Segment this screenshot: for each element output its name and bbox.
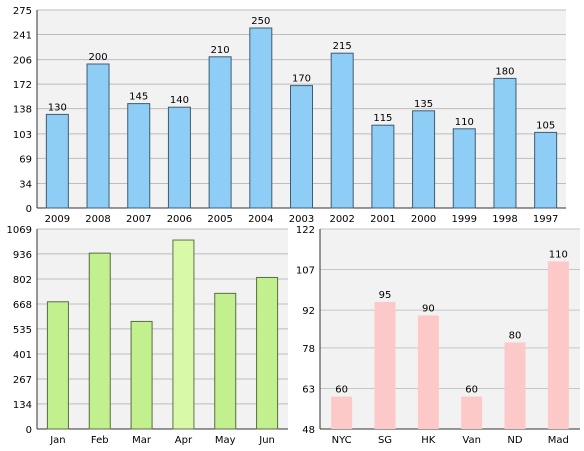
x-tick-label: 2008 bbox=[85, 214, 110, 225]
data-label: 140 bbox=[170, 95, 189, 106]
data-label: 110 bbox=[455, 117, 474, 128]
x-tick-label: 2009 bbox=[45, 214, 70, 225]
bar bbox=[504, 342, 526, 429]
y-tick-label: 275 bbox=[13, 6, 32, 17]
y-tick-label: 668 bbox=[13, 300, 32, 311]
data-label: 105 bbox=[536, 120, 555, 131]
bar bbox=[256, 276, 279, 430]
data-label: 110 bbox=[549, 249, 568, 260]
data-label: 115 bbox=[373, 113, 392, 124]
data-label: 145 bbox=[129, 92, 148, 103]
x-tick-label: 2005 bbox=[207, 214, 232, 225]
y-tick-label: 78 bbox=[302, 344, 315, 355]
bar bbox=[371, 124, 395, 209]
y-tick-label: 535 bbox=[13, 325, 32, 336]
bar bbox=[452, 128, 476, 209]
bar bbox=[493, 77, 517, 209]
x-tick-label: May bbox=[215, 435, 236, 446]
x-tick-label: HK bbox=[421, 435, 436, 446]
x-tick-label: 2000 bbox=[411, 214, 436, 225]
x-tick-label: ND bbox=[507, 435, 522, 446]
plot-area bbox=[320, 229, 580, 429]
y-tick-label: 69 bbox=[19, 154, 32, 165]
y-tick-label: 34 bbox=[19, 180, 32, 191]
x-tick-label: NYC bbox=[332, 435, 352, 446]
bar bbox=[88, 252, 111, 430]
x-tick-label: 1998 bbox=[492, 214, 517, 225]
y-tick-label: 134 bbox=[13, 400, 32, 411]
x-tick-label: 1999 bbox=[452, 214, 477, 225]
bar bbox=[172, 239, 195, 430]
bar bbox=[547, 261, 569, 429]
bar bbox=[214, 292, 237, 430]
chart-cities: 48 63 78 92 107 122 NYC 60 SG 95 HK 90 Van 60 ND 80 Mad 1… bbox=[296, 225, 580, 446]
x-tick-label: 2003 bbox=[289, 214, 314, 225]
bar bbox=[249, 27, 273, 209]
y-tick-label: 936 bbox=[13, 250, 32, 261]
bar bbox=[86, 63, 110, 209]
bar bbox=[417, 315, 439, 429]
bar bbox=[331, 396, 353, 429]
y-tick-label: 122 bbox=[296, 225, 315, 236]
y-tick-label: 241 bbox=[13, 30, 32, 41]
bar bbox=[461, 396, 483, 429]
x-tick-label: Jan bbox=[49, 435, 65, 446]
data-label: 180 bbox=[495, 66, 514, 77]
data-label: 130 bbox=[48, 102, 67, 113]
bar bbox=[127, 103, 151, 209]
chart-months: 0 134 267 401 535 668 802 936 1069 Jan Feb Mar Apr Ma… bbox=[7, 225, 288, 446]
y-tick-label: 0 bbox=[26, 204, 32, 215]
y-tick-label: 48 bbox=[302, 425, 315, 436]
x-tick-label: Jun bbox=[258, 435, 275, 446]
bar bbox=[45, 113, 69, 209]
y-tick-label: 0 bbox=[26, 425, 32, 436]
y-tick-label: 63 bbox=[302, 384, 315, 395]
x-tick-label: 2006 bbox=[167, 214, 192, 225]
y-tick-label: 103 bbox=[13, 130, 32, 141]
x-tick-label: 1997 bbox=[533, 214, 558, 225]
bar bbox=[290, 85, 313, 209]
y-tick-label: 107 bbox=[296, 266, 315, 277]
bar bbox=[412, 110, 436, 209]
x-tick-label: Mad bbox=[548, 435, 569, 446]
data-label: 135 bbox=[414, 99, 433, 110]
x-tick-label: Feb bbox=[91, 435, 109, 446]
y-tick-label: 172 bbox=[13, 80, 32, 91]
data-label: 60 bbox=[335, 385, 348, 396]
y-tick-label: 1069 bbox=[7, 225, 32, 236]
x-tick-label: SG bbox=[378, 435, 392, 446]
chart-years: 0 34 69 103 138 172 206 241 275 2009 130 2008 200 200… bbox=[13, 6, 566, 225]
x-tick-label: 2002 bbox=[329, 214, 354, 225]
data-label: 200 bbox=[88, 52, 107, 63]
data-label: 250 bbox=[251, 16, 270, 27]
bar bbox=[130, 320, 153, 430]
data-label: 95 bbox=[379, 290, 392, 301]
x-tick-label: 2007 bbox=[126, 214, 151, 225]
y-tick-label: 138 bbox=[13, 105, 32, 116]
data-label: 80 bbox=[509, 331, 522, 342]
data-label: 60 bbox=[465, 385, 478, 396]
data-label: 215 bbox=[333, 41, 352, 52]
bar bbox=[167, 106, 191, 209]
y-tick-label: 267 bbox=[13, 375, 32, 386]
data-label: 170 bbox=[292, 74, 311, 85]
bar bbox=[534, 131, 558, 209]
x-tick-label: Van bbox=[462, 435, 481, 446]
y-tick-label: 92 bbox=[302, 306, 315, 317]
x-tick-label: 2001 bbox=[370, 214, 395, 225]
y-tick-label: 401 bbox=[13, 350, 32, 361]
y-tick-label: 206 bbox=[13, 56, 32, 67]
bar bbox=[330, 52, 354, 209]
data-label: 210 bbox=[211, 45, 230, 56]
x-tick-label: 2004 bbox=[248, 214, 273, 225]
bar bbox=[208, 56, 232, 209]
bar bbox=[374, 301, 396, 429]
y-tick-label: 802 bbox=[13, 275, 32, 286]
x-tick-label: Mar bbox=[132, 435, 152, 446]
bar bbox=[46, 301, 69, 430]
data-label: 90 bbox=[422, 303, 435, 314]
x-tick-label: Apr bbox=[175, 435, 193, 446]
